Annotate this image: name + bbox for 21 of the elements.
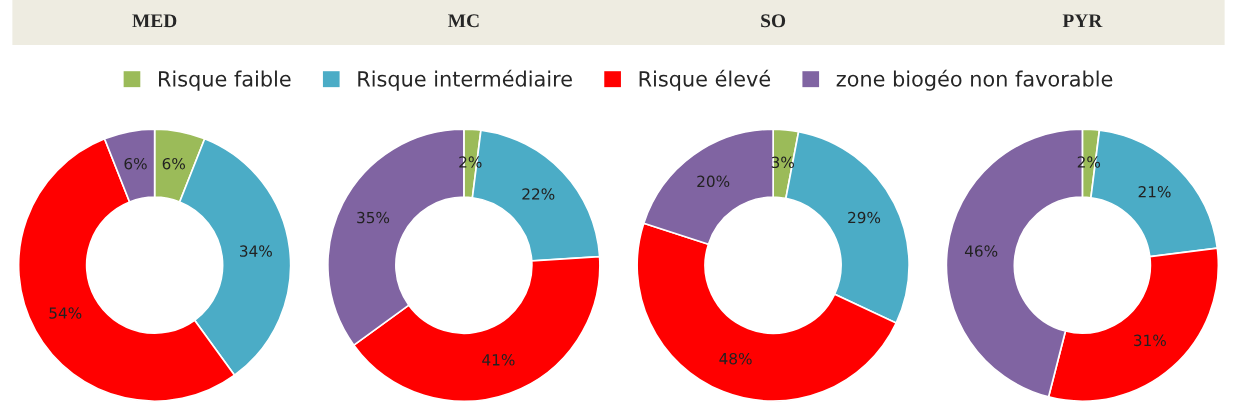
chart-title: PYR bbox=[1062, 14, 1103, 28]
data-label: 48% bbox=[719, 352, 752, 365]
data-label: 22% bbox=[522, 188, 555, 200]
legend-label: Risque élevé bbox=[639, 69, 771, 91]
data-label: 29% bbox=[848, 211, 881, 224]
chart-title: MED bbox=[132, 14, 177, 28]
legend-label: Risque intermédiaire bbox=[358, 69, 572, 91]
data-label: 6% bbox=[162, 157, 186, 170]
data-label: 41% bbox=[482, 354, 515, 366]
legend-label: Risque faible bbox=[159, 70, 291, 91]
data-label: 31% bbox=[1134, 334, 1166, 347]
data-label: 34% bbox=[240, 245, 272, 257]
data-label: 21% bbox=[1138, 185, 1171, 198]
data-label: 46% bbox=[964, 245, 998, 257]
chart-title: MC bbox=[448, 14, 479, 28]
data-label: 35% bbox=[357, 211, 390, 224]
data-label: 6% bbox=[124, 157, 147, 170]
data-label: 20% bbox=[697, 175, 730, 188]
chart-title: SO bbox=[761, 14, 786, 28]
data-label: 54% bbox=[49, 307, 82, 319]
legend-label: zone biogéo non favorable bbox=[836, 69, 1113, 91]
